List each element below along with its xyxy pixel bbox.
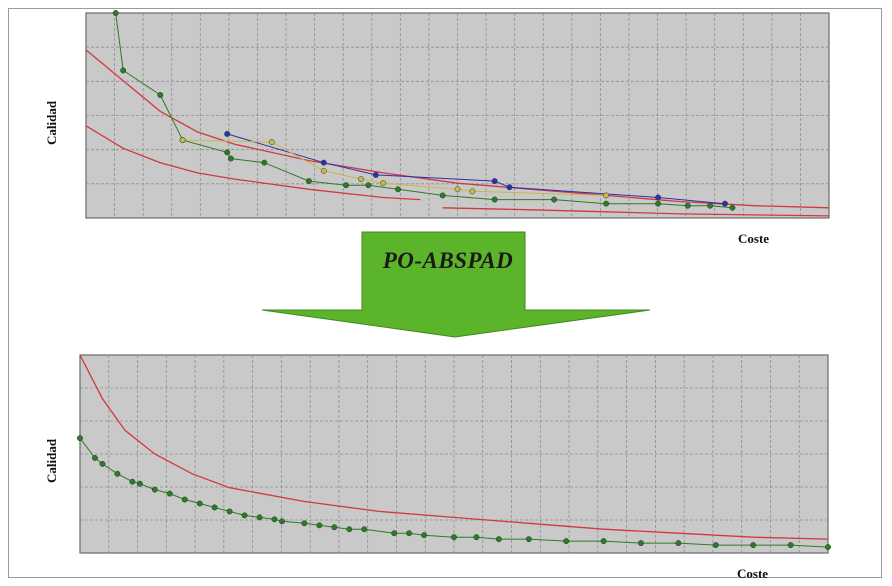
series-yellow-point [603, 192, 610, 199]
series-yellow-point [179, 137, 186, 144]
series-green-point [346, 526, 353, 533]
series-green-point [473, 534, 480, 541]
series-red-curve [85, 125, 421, 201]
series-green-point [256, 514, 263, 521]
series-blue-point [320, 159, 327, 166]
series-green-point [316, 522, 323, 529]
series-green-point [224, 149, 231, 156]
series-green-point [638, 540, 644, 547]
series-yellow-point [268, 139, 275, 146]
series-green-point [707, 202, 714, 209]
series-green-point [157, 92, 164, 98]
series-green-point [181, 496, 188, 503]
series-green-point [525, 536, 532, 543]
series-green-point [136, 480, 143, 487]
series-green-point [712, 542, 719, 549]
bottom-chart [77, 354, 831, 554]
series-green-point [551, 196, 558, 203]
series-green-point [421, 532, 428, 539]
series-green-point [305, 178, 312, 185]
down-arrow [261, 231, 651, 338]
series-green-point [114, 470, 121, 477]
series-green-point [750, 542, 757, 549]
series-green-point [343, 182, 349, 189]
series-red-curve [85, 49, 830, 209]
figure-frame [8, 8, 882, 578]
series-blue-point [372, 172, 379, 178]
series-green-point [563, 538, 570, 545]
series-red-curve [442, 207, 830, 217]
series-green-point [112, 10, 119, 16]
series-green-point [271, 516, 278, 523]
series-green-point [655, 200, 662, 207]
series-green-point [675, 540, 682, 547]
series-green-point [787, 542, 794, 549]
series-green-point [151, 486, 158, 493]
series-green-point [227, 155, 234, 162]
series-green-point [279, 518, 285, 525]
series-green-point [211, 504, 218, 511]
bottom-x-axis-label: Coste [737, 566, 769, 581]
series-green-point [226, 508, 233, 515]
bottom-grid [80, 355, 828, 553]
top-marks [85, 10, 830, 217]
series-green-point [120, 67, 127, 74]
series-green-point [603, 200, 610, 207]
series-green-point [129, 478, 136, 485]
series-green-point [166, 490, 173, 497]
series-green-point [331, 524, 338, 531]
series-green-point [495, 536, 502, 543]
series-green-point [261, 159, 268, 166]
series-red-curve [79, 354, 829, 540]
series-yellow-point [469, 188, 476, 195]
top-grid [86, 13, 829, 218]
series-green-point [451, 534, 457, 541]
series-blue-point [655, 194, 662, 201]
top-chart [85, 10, 830, 219]
series-green-point [439, 192, 446, 199]
series-blue-point [224, 131, 231, 137]
series-green-point [365, 182, 372, 189]
series-green-point [684, 202, 691, 209]
series-green-point [391, 530, 398, 537]
series-green-point [600, 538, 607, 545]
series-yellow-point [380, 180, 387, 187]
series-green-point [729, 204, 736, 211]
series-blue-point [506, 184, 513, 191]
series-green-point [406, 530, 413, 537]
series-green-point [491, 196, 498, 203]
series-green-point [395, 186, 402, 193]
top-x-axis-label: Coste [738, 231, 770, 246]
series-yellow-point [357, 176, 364, 183]
top-y-axis-label: Calidad [44, 100, 59, 145]
series-yellow-point [320, 167, 327, 174]
bottom-y-axis-label: Calidad [44, 438, 59, 483]
series-green-point [825, 544, 831, 551]
series-green-point [301, 520, 308, 527]
series-blue-point [722, 200, 728, 207]
arrow-label: PO-ABSPAD [382, 248, 514, 273]
series-green-point [99, 460, 106, 467]
series-green-point [241, 512, 248, 519]
series-green-point [361, 526, 368, 533]
series-green-point [92, 455, 98, 461]
series-blue-point [491, 178, 498, 185]
series-green-point [77, 435, 83, 442]
bottom-marks [77, 354, 831, 551]
series-green-point [196, 500, 203, 507]
series-yellow-point [454, 186, 461, 193]
